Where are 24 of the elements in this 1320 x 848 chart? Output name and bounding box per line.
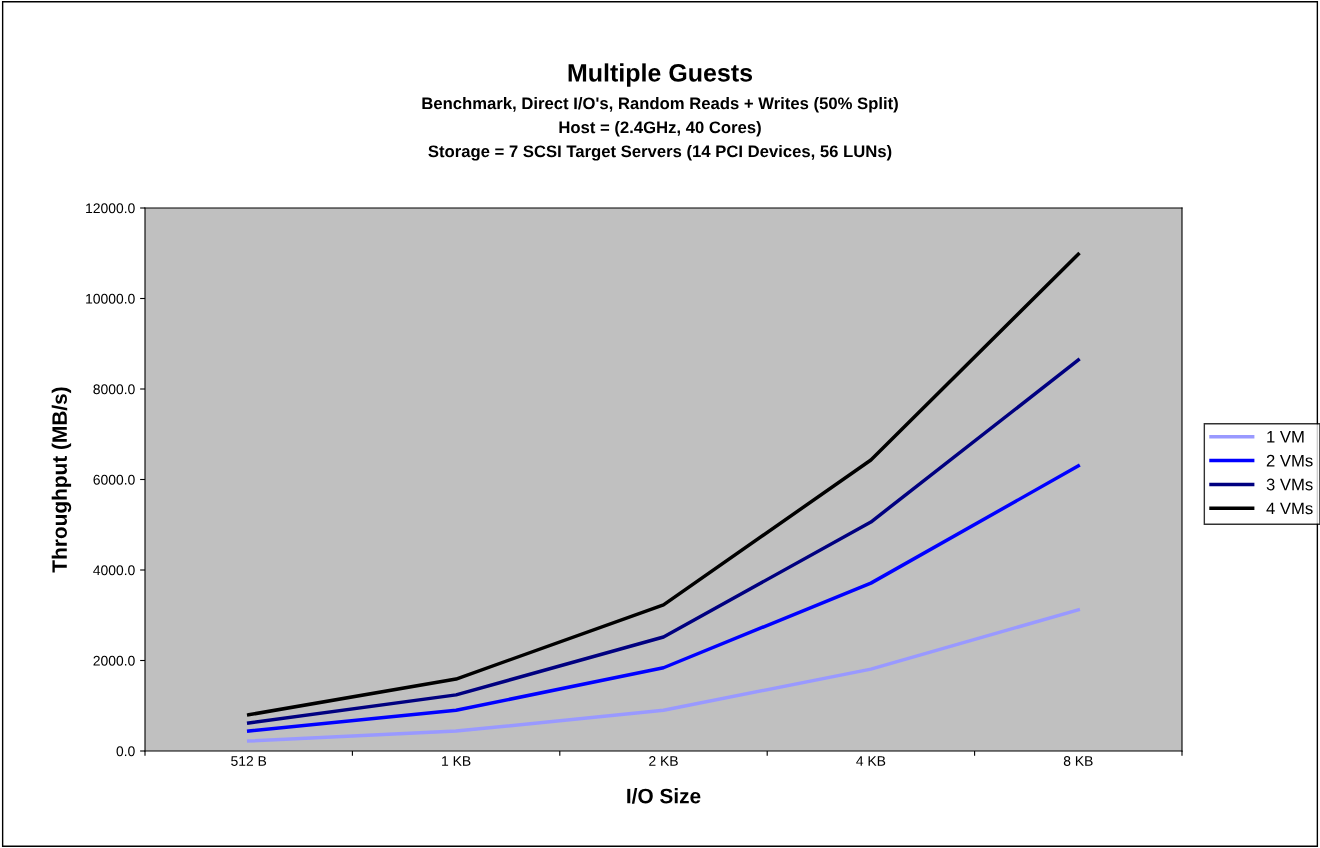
x-tick-label: 2 KB — [649, 756, 678, 766]
x-tick-label: 8 KB — [1063, 756, 1093, 766]
x-axis-title: I/O Size — [627, 788, 701, 804]
x-tick-label: 4 KB — [856, 756, 886, 766]
x-tick-label: 1 KB — [442, 756, 471, 766]
y-tick-label: 8000.0 — [93, 384, 135, 395]
y-tick-label: 0.0 — [116, 746, 135, 757]
line-series — [246, 464, 1081, 733]
legend-label: 3 VMs — [1266, 478, 1313, 491]
y-tick-label: 2000.0 — [93, 655, 135, 666]
line-series — [246, 608, 1081, 743]
y-tick-label: 12000.0 — [86, 203, 135, 214]
line-series — [246, 358, 1081, 725]
y-tick-label: 6000.0 — [93, 474, 135, 485]
line-series — [246, 252, 1081, 717]
x-tick-label: 512 B — [231, 756, 267, 766]
chart-title: Multiple Guests — [568, 63, 753, 87]
legend-label: 1 VM — [1267, 431, 1304, 443]
legend-label: 2 VMs — [1266, 454, 1313, 467]
legend-label: 4 VMs — [1266, 502, 1313, 515]
y-tick-label: 4000.0 — [93, 565, 135, 576]
y-axis-title: Throughput (MB/s) — [51, 387, 72, 573]
chart-subtitle: Benchmark, Direct I/O's, Random Reads + Writes (50% Split) Host = (2.4GHz, 40 Cores) Storage = 7 SCSI Target Servers (14 PCI Devices, 56 LUNs) — [422, 97, 898, 161]
y-tick-label: 10000.0 — [86, 293, 135, 304]
